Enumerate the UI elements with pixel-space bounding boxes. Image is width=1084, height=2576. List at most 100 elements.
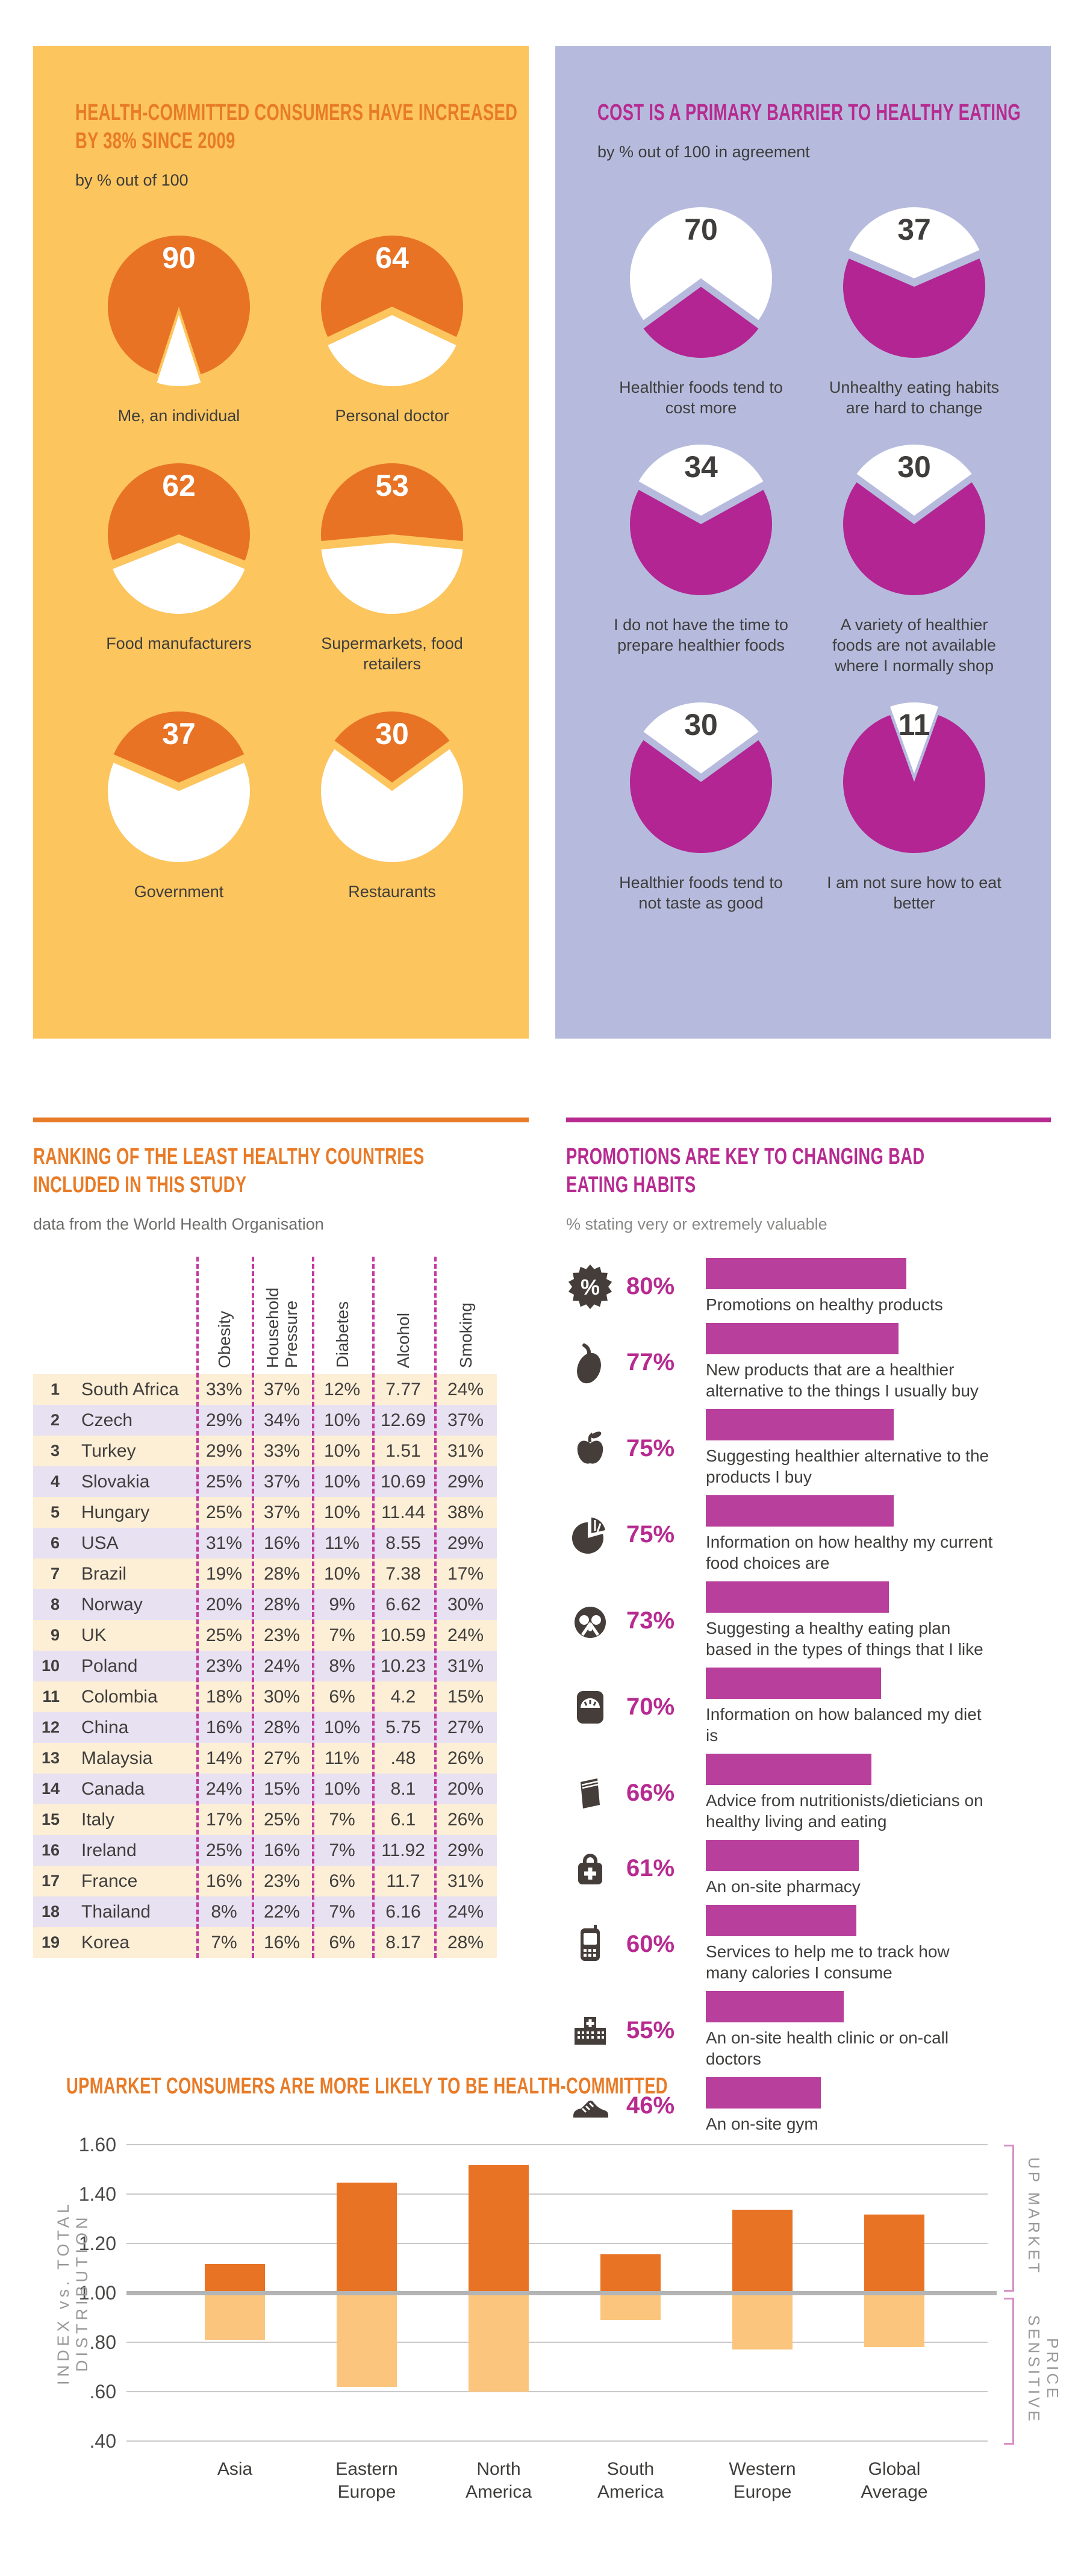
y-tick-label: 1.60 <box>78 2134 116 2156</box>
promo-bar <box>706 1754 871 1785</box>
value-cell: 11.92 <box>381 1840 425 1860</box>
promo-label: Services to help me to track how many ca… <box>706 1942 950 1982</box>
section-rule <box>566 1118 1051 1122</box>
value-cell: 31% <box>447 1440 484 1461</box>
value-cell: 22% <box>263 1901 301 1922</box>
price-sensitive-bar <box>600 2295 661 2320</box>
mobile-phone-icon <box>581 1925 600 1961</box>
promo-bar <box>706 1905 856 1936</box>
pie-row: 70 Healthier foods tend to cost more 37 Unh… <box>597 199 1018 418</box>
pie-remainder-slice <box>643 287 759 358</box>
rank-cell: 7 <box>50 1565 60 1583</box>
section-promotions: PROMOTIONS ARE KEY TO CHANGING BAD EATING… <box>566 1118 1051 2142</box>
value-cell: 17% <box>205 1809 243 1830</box>
pie-chart: 30 <box>843 445 985 596</box>
promo-item: 75% Information on how healthy my current… <box>566 1495 1051 1574</box>
value-cell: 18% <box>205 1686 243 1707</box>
pie-label: Healthier foods tend to cost more <box>619 378 783 417</box>
pie-cell: 30 A variety of healthier foods are not a… <box>812 436 1017 676</box>
x-category-label: South America <box>597 2459 664 2502</box>
pie-row: 34 I do not have the time to prepare heal… <box>597 436 1018 676</box>
table-row: 10 Poland 23% 24% 8% 10.23 31% <box>33 1651 497 1681</box>
promo-bar <box>706 1991 844 2022</box>
promo-item: 46% An on-site gym <box>566 2077 1051 2134</box>
y-tick-label: .80 <box>89 2331 116 2353</box>
value-cell: 1.51 <box>385 1440 421 1461</box>
promo-bar <box>706 1668 881 1699</box>
promo-label: Promotions on healthy products <box>706 1295 943 1314</box>
value-cell: 5.75 <box>385 1717 421 1737</box>
country-cell: Thailand <box>81 1901 151 1922</box>
column-header: Diabetes <box>332 1301 352 1368</box>
table-row: 5 Hungary 25% 37% 10% 11.44 38% <box>33 1497 497 1528</box>
value-cell: 10% <box>323 1440 361 1461</box>
title-line: BY 38% SINCE 2009 <box>75 128 235 154</box>
value-cell: 12% <box>323 1379 361 1399</box>
rank-cell: 16 <box>41 1841 60 1859</box>
table-row: 11 Colombia 18% 30% 6% 4.2 15% <box>33 1681 497 1712</box>
rank-cell: 18 <box>41 1902 60 1921</box>
pie-remainder-slice <box>321 543 463 614</box>
promotions-subtitle: % stating very or extremely valuable <box>566 1215 827 1233</box>
upmarket-bar <box>469 2165 529 2291</box>
promo-item: 55% An on-site health clinic or on-call d… <box>566 1991 1051 2069</box>
pie-remainder-slice <box>108 763 250 862</box>
ranking-subtitle: data from the World Health Organisation <box>33 1215 324 1233</box>
country-cell: Hungary <box>81 1502 150 1522</box>
title-line: EATING HABITS <box>566 1172 696 1198</box>
health-committed-title: HEALTH-COMMITTED CONSUMERS HAVE INCREASE… <box>75 99 517 155</box>
gridline <box>126 2243 988 2244</box>
promo-percentage: 70% <box>626 1693 675 1720</box>
promo-bar-group: Advice from nutritionists/dieticians on … <box>706 1754 1051 1832</box>
value-cell: 6.16 <box>385 1901 421 1922</box>
value-cell: 26% <box>447 1748 484 1768</box>
pie-chart: 64 <box>321 235 463 386</box>
country-cell: Ireland <box>81 1840 137 1860</box>
svg-text:%: % <box>581 1275 600 1299</box>
promo-percentage: 80% <box>626 1273 675 1299</box>
pie-label: Personal doctor <box>335 407 449 425</box>
pie-remainder-slice <box>630 740 772 854</box>
value-cell: 12.69 <box>380 1410 426 1430</box>
value-cell: 7% <box>211 1932 237 1952</box>
column-header: Smoking <box>456 1302 475 1368</box>
table-row: 12 China 16% 28% 10% 5.75 27% <box>33 1712 497 1743</box>
pie-cell: 34 I do not have the time to prepare heal… <box>599 436 803 676</box>
health-committed-subtitle: by % out of 100 <box>75 171 188 189</box>
pie-value: 53 <box>375 469 409 502</box>
table-header-row: Obesity Household Pressure Diabetes Alcohol… <box>33 1257 497 1374</box>
value-cell: 7.77 <box>385 1379 421 1399</box>
pie-value: 64 <box>375 241 409 275</box>
promo-item: % 80% Promotions on healthy products <box>566 1258 1051 1315</box>
pie-value: 30 <box>684 708 718 742</box>
table-row: 7 Brazil 19% 28% 10% 7.38 17% <box>33 1558 497 1589</box>
price-sensitive-bar <box>337 2295 397 2387</box>
value-cell: 28% <box>263 1717 301 1737</box>
pie-label: Food manufacturers <box>106 634 252 652</box>
panel-health-committed: HEALTH-COMMITTED CONSUMERS HAVE INCREASE… <box>33 46 529 1039</box>
pie-value: 62 <box>162 469 196 502</box>
value-cell: 29% <box>205 1440 243 1461</box>
value-cell: 24% <box>447 1625 484 1645</box>
promo-label: An on-site gym <box>706 2115 818 2133</box>
promo-label: Information on how healthy my current fo… <box>706 1533 993 1572</box>
value-cell: 16% <box>263 1932 301 1952</box>
pie-remainder-slice <box>843 482 985 596</box>
pie-value: 30 <box>375 717 409 751</box>
country-cell: Canada <box>81 1778 145 1799</box>
promo-percentage: 73% <box>626 1607 675 1634</box>
promo-percentage: 75% <box>626 1521 675 1548</box>
bracket-label: PRICE SENSITIVE <box>1025 2315 1062 2424</box>
value-cell: 37% <box>263 1379 301 1399</box>
value-cell: 8.1 <box>390 1778 416 1799</box>
pie-value-slice <box>638 445 764 516</box>
value-cell: 26% <box>447 1809 484 1830</box>
country-cell: France <box>81 1871 138 1891</box>
rank-cell: 4 <box>50 1472 60 1490</box>
book-icon <box>581 1778 600 1809</box>
value-cell: 15% <box>263 1778 301 1799</box>
pretzel-icon <box>575 1607 606 1638</box>
promo-label: Suggesting a healthy eating plan based i… <box>706 1619 983 1658</box>
pharmacy-bag-icon <box>578 1853 602 1884</box>
